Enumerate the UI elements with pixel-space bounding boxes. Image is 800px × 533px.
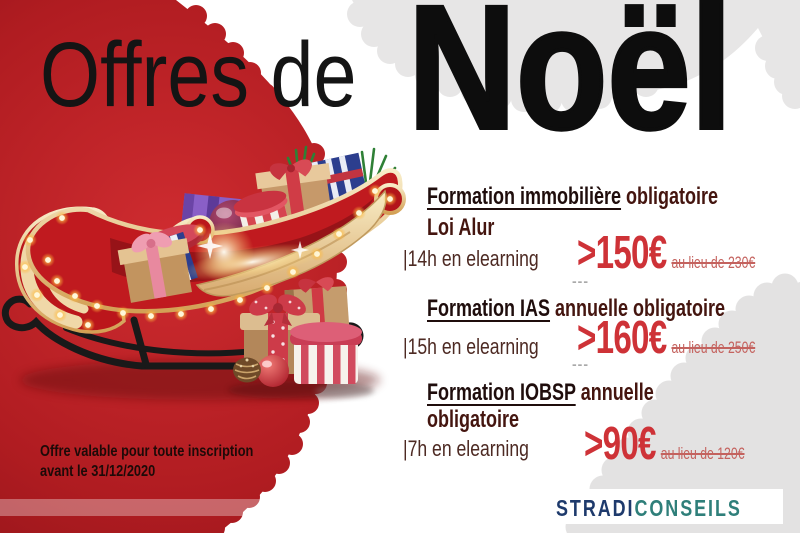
offer-title-underlined: Formation IOBSP: [427, 379, 576, 406]
title-bold: Noël: [406, 0, 734, 166]
offer-title-line2: Loi Alur: [427, 214, 495, 241]
brand-logo-primary: STRADI: [556, 495, 635, 521]
offer-price: >90€: [584, 417, 656, 469]
validity-line1: Offre valable pour toute inscription: [40, 443, 254, 460]
offer-old-price: au lieu de 250€: [671, 338, 756, 357]
offer-title-iobsp: Formation IOBSP annuelle obligatoire: [427, 379, 729, 433]
offer-duration: |15h en elearning: [403, 334, 539, 359]
santa-sleigh-illustration: [1, 145, 406, 400]
front-gifts: [228, 277, 375, 399]
kraft-gift-icon: [117, 231, 193, 303]
offer-price: >150€: [577, 226, 667, 278]
offer-price: >160€: [577, 311, 667, 363]
validity-note: Offre valable pour toute inscription ava…: [40, 442, 253, 482]
front-bowl-gifts: [117, 224, 204, 303]
brand-logo-secondary: CONSEILS: [634, 495, 742, 521]
highlight-stripe: [0, 499, 300, 516]
offer-price-row: >150€ au lieu de 230€: [577, 229, 755, 275]
logo-band: [543, 489, 783, 524]
offer-title-line2: obligatoire: [427, 406, 520, 433]
offer-separator: ---: [572, 356, 589, 372]
offer-title-underlined: Formation immobilière: [427, 183, 622, 210]
offer-price-row: >160€ au lieu de 250€: [577, 314, 755, 360]
offer-title-rest: annuelle obligatoire: [550, 295, 726, 322]
offer-old-price: au lieu de 120€: [660, 444, 745, 463]
bauble-icon: [257, 355, 289, 387]
offer-title-underlined: Formation IAS: [427, 295, 551, 322]
validity-line2: avant le 31/12/2020: [40, 463, 156, 480]
light-flare: [182, 222, 322, 282]
top-cloud: [347, 0, 800, 113]
offer-title-rest: annuelle: [575, 379, 654, 406]
pinecone-icon: [233, 357, 261, 383]
offer-duration: |14h en elearning: [403, 246, 539, 271]
hat-box-icon: [290, 322, 362, 384]
offer-separator: ---: [572, 273, 589, 289]
offer-duration: |7h en elearning: [403, 436, 529, 461]
offer-old-price: au lieu de 230€: [671, 253, 756, 272]
offer-price-row: >90€ au lieu de 120€: [584, 420, 744, 466]
brand-logo: STRADICONSEILS: [556, 495, 742, 521]
title-light: Offres de: [40, 24, 357, 126]
offer-title-rest: obligatoire: [621, 183, 719, 210]
offer-title-immobiliere: Formation immobilière obligatoire Loi Al…: [427, 181, 800, 243]
bow-icon: [249, 294, 306, 326]
offer-title-ias: Formation IAS annuelle obligatoire: [427, 293, 800, 324]
